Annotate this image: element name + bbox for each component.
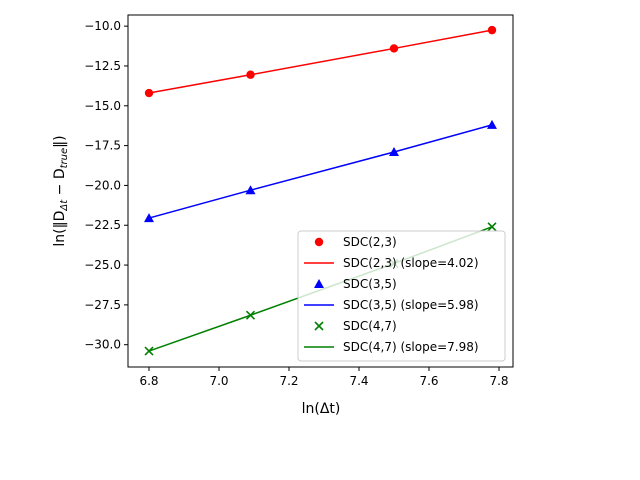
x-tick-label: 7.2: [279, 374, 298, 388]
series-2-point: [487, 119, 497, 129]
x-tick-label: 7.0: [209, 374, 228, 388]
x-tick-label: 7.4: [349, 374, 368, 388]
x-tick-label: 7.8: [489, 374, 508, 388]
y-axis-ticks: −10.0 −12.5 −15.0 −17.5 −20.0 −22.5 −25.0 −27.5…: [84, 19, 128, 352]
legend: SDC(2,3) SDC(2,3) (slope=4.02) SDC(3,5) SDC…: [297, 230, 506, 362]
series-3-point-stroke-b: [144, 346, 154, 356]
series-3-point: [245, 310, 256, 320]
series-1-point: [144, 88, 154, 98]
y-tick-label: −10.0: [84, 19, 121, 33]
y-tick-label: −22.5: [84, 218, 121, 232]
legend-marker-3-stroke-b: [314, 321, 324, 331]
legend-label: SDC(2,3): [343, 235, 397, 249]
series-2-point: [144, 213, 154, 223]
y-tick-label: −25.0: [84, 258, 121, 272]
series-1-point: [246, 70, 255, 79]
axes-frame: [127, 14, 514, 368]
y-tick-label: −27.5: [84, 298, 121, 312]
series-1-fit-line: [148, 29, 493, 94]
legend-box: [297, 230, 506, 362]
series-2-point: [245, 185, 256, 195]
legend-label: SDC(3,5) (slope=5.98): [343, 298, 479, 312]
series-2-point: [389, 146, 399, 156]
x-axis-label: ln(Δt): [302, 401, 341, 417]
legend-marker-2: [314, 279, 324, 288]
y-tick-label: −30.0: [84, 338, 121, 352]
series-1-point: [389, 44, 399, 53]
y-tick-label: −15.0: [84, 99, 121, 113]
x-axis-ticks: 6.8 7.0 7.2 7.4 7.6 7.8: [139, 367, 509, 388]
series-1-point: [487, 25, 497, 35]
y-axis-label: ln(‖DΔt − Dtrue‖): [52, 135, 70, 246]
legend-label: SDC(4,7): [343, 319, 397, 333]
series-3-point-stroke-b: [245, 310, 256, 320]
y-tick-label: −12.5: [84, 59, 121, 73]
y-tick-label: −17.5: [84, 139, 121, 153]
series-3-point-stroke-b: [487, 222, 497, 232]
legend-marker-1: [314, 237, 324, 247]
x-tick-label: 7.6: [419, 374, 438, 388]
legend-marker-3: [314, 321, 324, 331]
x-tick-label: 6.8: [139, 374, 158, 388]
legend-label: SDC(4,7) (slope=7.98): [343, 340, 479, 354]
legend-label: SDC(2,3) (slope=4.02): [343, 256, 479, 270]
series-2-fit-line: [148, 124, 493, 219]
series-3-point: [487, 222, 497, 232]
legend-label: SDC(3,5): [343, 277, 397, 291]
y-tick-label: −20.0: [84, 178, 121, 192]
series-3-point: [144, 346, 154, 356]
